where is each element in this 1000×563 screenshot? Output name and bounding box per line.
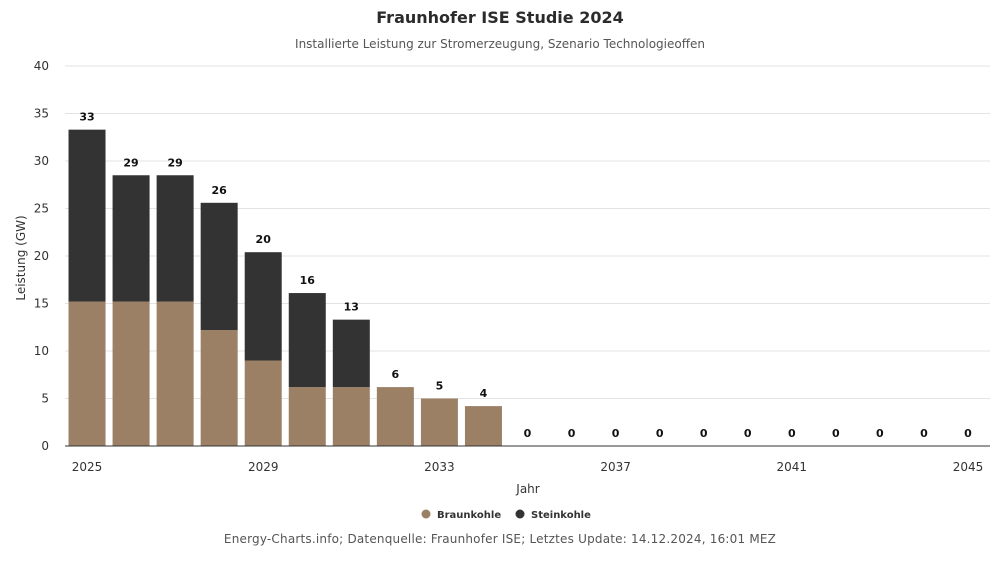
- bar-braunkohle-2034[interactable]: [464, 406, 502, 446]
- bar-braunkohle-2028[interactable]: [200, 330, 238, 446]
- legend: Braunkohle Steinkohle: [421, 509, 591, 521]
- y-tick-label: 30: [34, 154, 49, 168]
- data-label-2033: 5: [436, 380, 444, 393]
- data-label-2027: 29: [167, 156, 182, 169]
- y-axis-label: Leistung (GW): [14, 215, 28, 300]
- x-axis-label: Jahr: [515, 482, 539, 496]
- bar-steinkohle-2028[interactable]: [200, 202, 238, 331]
- data-label-2032: 6: [392, 368, 400, 381]
- y-axis-ticks: 0 5 10 15 20 25 30 35 40: [34, 59, 49, 453]
- bar-braunkohle-2032[interactable]: [376, 387, 414, 446]
- data-label-2029: 20: [256, 233, 272, 246]
- y-tick-label: 25: [34, 202, 49, 216]
- y-tick-label: 10: [34, 344, 49, 358]
- data-label-2031: 13: [344, 301, 359, 314]
- bar-braunkohle-2025[interactable]: [68, 301, 106, 446]
- bar-steinkohle-2030[interactable]: [288, 293, 326, 388]
- data-label-2042: 0: [832, 427, 840, 440]
- data-label-2036: 0: [568, 427, 576, 440]
- data-labels: 33 29 29 26 20 16 13 6 5 4 0 0 0 0 0 0 0 0 0 0 0: [79, 111, 972, 440]
- x-tick-label: 2029: [248, 460, 279, 474]
- data-label-2040: 0: [744, 427, 752, 440]
- bar-steinkohle-2029[interactable]: [244, 252, 282, 361]
- x-tick-label: 2045: [953, 460, 984, 474]
- bar-steinkohle-2025[interactable]: [68, 129, 106, 302]
- y-tick-label: 15: [34, 297, 49, 311]
- bar-braunkohle-2026[interactable]: [112, 301, 150, 446]
- data-label-2045: 0: [964, 427, 972, 440]
- bar-braunkohle-2031[interactable]: [332, 387, 370, 446]
- x-tick-label: 2037: [600, 460, 631, 474]
- source-footer: Energy-Charts.info; Datenquelle: Fraunho…: [224, 532, 776, 546]
- data-label-2041: 0: [788, 427, 796, 440]
- legend-swatch-braunkohle[interactable]: [421, 509, 431, 519]
- x-tick-label: 2041: [777, 460, 808, 474]
- data-label-2043: 0: [876, 427, 884, 440]
- bar-braunkohle-2029[interactable]: [244, 360, 282, 447]
- y-tick-label: 5: [41, 392, 49, 406]
- data-label-2039: 0: [700, 427, 708, 440]
- bar-steinkohle-2031[interactable]: [332, 319, 370, 388]
- bars: [68, 129, 502, 447]
- x-tick-label: 2033: [424, 460, 455, 474]
- bar-braunkohle-2030[interactable]: [288, 387, 326, 446]
- data-label-2034: 4: [480, 387, 488, 400]
- data-label-2030: 16: [300, 274, 316, 287]
- bar-steinkohle-2027[interactable]: [156, 175, 194, 302]
- data-label-2025: 33: [79, 111, 94, 124]
- chart-subtitle: Installierte Leistung zur Stromerzeugung…: [295, 37, 705, 51]
- legend-label-braunkohle[interactable]: Braunkohle: [437, 510, 501, 521]
- bar-braunkohle-2033[interactable]: [420, 398, 458, 447]
- data-label-2037: 0: [612, 427, 620, 440]
- legend-swatch-steinkohle[interactable]: [515, 509, 525, 519]
- data-label-2035: 0: [524, 427, 532, 440]
- y-tick-label: 40: [34, 59, 49, 73]
- bar-braunkohle-2027[interactable]: [156, 301, 194, 446]
- data-label-2026: 29: [123, 156, 138, 169]
- legend-label-steinkohle[interactable]: Steinkohle: [531, 510, 591, 521]
- x-tick-label: 2025: [72, 460, 103, 474]
- y-tick-label: 0: [41, 439, 49, 453]
- y-tick-label: 35: [34, 107, 49, 121]
- data-label-2028: 26: [212, 184, 228, 197]
- bar-steinkohle-2026[interactable]: [112, 175, 150, 302]
- chart-title: Fraunhofer ISE Studie 2024: [376, 8, 623, 27]
- y-tick-label: 20: [34, 249, 49, 263]
- data-label-2044: 0: [920, 427, 928, 440]
- x-axis-ticks: 2025 2029 2033 2037 2041 2045: [72, 460, 983, 474]
- data-label-2038: 0: [656, 427, 664, 440]
